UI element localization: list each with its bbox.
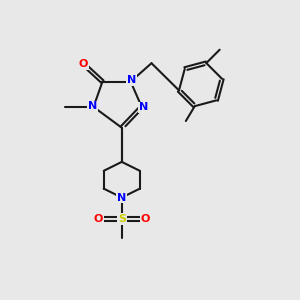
Text: N: N bbox=[117, 193, 126, 202]
Text: O: O bbox=[94, 214, 103, 224]
Text: N: N bbox=[139, 103, 148, 112]
Text: N: N bbox=[127, 75, 136, 85]
Text: S: S bbox=[118, 214, 126, 224]
Text: N: N bbox=[88, 101, 97, 111]
Text: O: O bbox=[141, 214, 150, 224]
Text: O: O bbox=[78, 59, 88, 69]
